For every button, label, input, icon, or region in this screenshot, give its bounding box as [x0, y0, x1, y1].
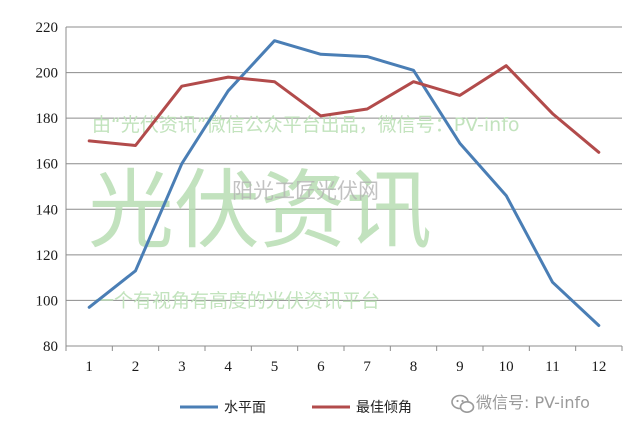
x-tick-label: 8: [410, 359, 418, 375]
data-point: [505, 64, 508, 67]
y-tick-label: 220: [36, 20, 59, 36]
wechat-id-text: 微信号: PV-info: [476, 393, 590, 412]
series-line-horizontal: [87, 39, 601, 327]
legend: 水平面 最佳倾角: [180, 400, 412, 416]
data-point: [551, 281, 554, 284]
data-point: [134, 269, 137, 272]
data-point: [458, 94, 461, 97]
x-tick-label: 7: [363, 359, 371, 375]
data-point: [180, 162, 183, 165]
data-point: [227, 76, 230, 79]
data-point: [412, 80, 415, 83]
x-tick-label: 2: [132, 359, 140, 375]
x-tick-label: 1: [85, 359, 93, 375]
data-point: [505, 194, 508, 197]
y-tick-label: 140: [36, 202, 59, 218]
y-tick-label: 160: [36, 157, 59, 173]
y-tick-labels: 80 100 120 140 160 180 200 220: [36, 20, 59, 355]
watermark-bottom-line: 一个有视角有高度的光伏资讯平台: [95, 290, 380, 312]
x-tick-label: 10: [499, 359, 514, 375]
legend-label-optimal-tilt: 最佳倾角: [356, 400, 412, 416]
wechat-icon: [451, 394, 475, 413]
data-point: [227, 89, 230, 92]
y-tick-label: 180: [36, 111, 59, 127]
data-point: [180, 85, 183, 88]
x-tick-label: 5: [271, 359, 279, 375]
data-point: [597, 324, 600, 327]
data-point: [366, 108, 369, 111]
data-point: [597, 151, 600, 154]
y-tick-label: 200: [36, 66, 59, 82]
y-tick-label: 80: [43, 339, 58, 355]
gridlines: [66, 26, 622, 301]
x-tick-label: 9: [456, 359, 464, 375]
x-tick-label: 12: [591, 359, 606, 375]
series-line-optimal-tilt: [87, 64, 601, 154]
watermark-gray-text: 阳光工匠光伏网: [232, 179, 379, 203]
data-point: [319, 53, 322, 56]
data-point: [366, 55, 369, 58]
series-lines: [87, 39, 601, 327]
data-point: [551, 112, 554, 115]
axes: [65, 27, 623, 351]
data-point: [88, 139, 91, 142]
data-point: [412, 69, 415, 72]
y-tick-label: 120: [36, 248, 59, 264]
watermark-big-text: 光伏资讯: [88, 161, 432, 261]
x-tick-label: 3: [178, 359, 186, 375]
data-point: [134, 144, 137, 147]
data-point: [88, 306, 91, 309]
watermark: 由“光伏资讯”微信公众平台出品，微信号：PV-info 光伏资讯 阳光工匠光伏网…: [88, 114, 520, 312]
y-tick-label: 100: [36, 293, 59, 309]
x-tick-label: 4: [224, 359, 232, 375]
data-point: [458, 142, 461, 145]
x-tick-label: 11: [545, 359, 559, 375]
x-tick-label: 6: [317, 359, 325, 375]
legend-label-horizontal: 水平面: [224, 400, 266, 416]
data-point: [319, 114, 322, 117]
watermark-top-line: 由“光伏资讯”微信公众平台出品，微信号：PV-info: [92, 114, 520, 136]
data-point: [273, 80, 276, 83]
x-tick-labels: 1 2 3 4 5 6 7 8 9 10 11 12: [85, 359, 606, 375]
data-point: [273, 39, 276, 42]
wechat-watermark: 微信号: PV-info: [451, 393, 590, 413]
